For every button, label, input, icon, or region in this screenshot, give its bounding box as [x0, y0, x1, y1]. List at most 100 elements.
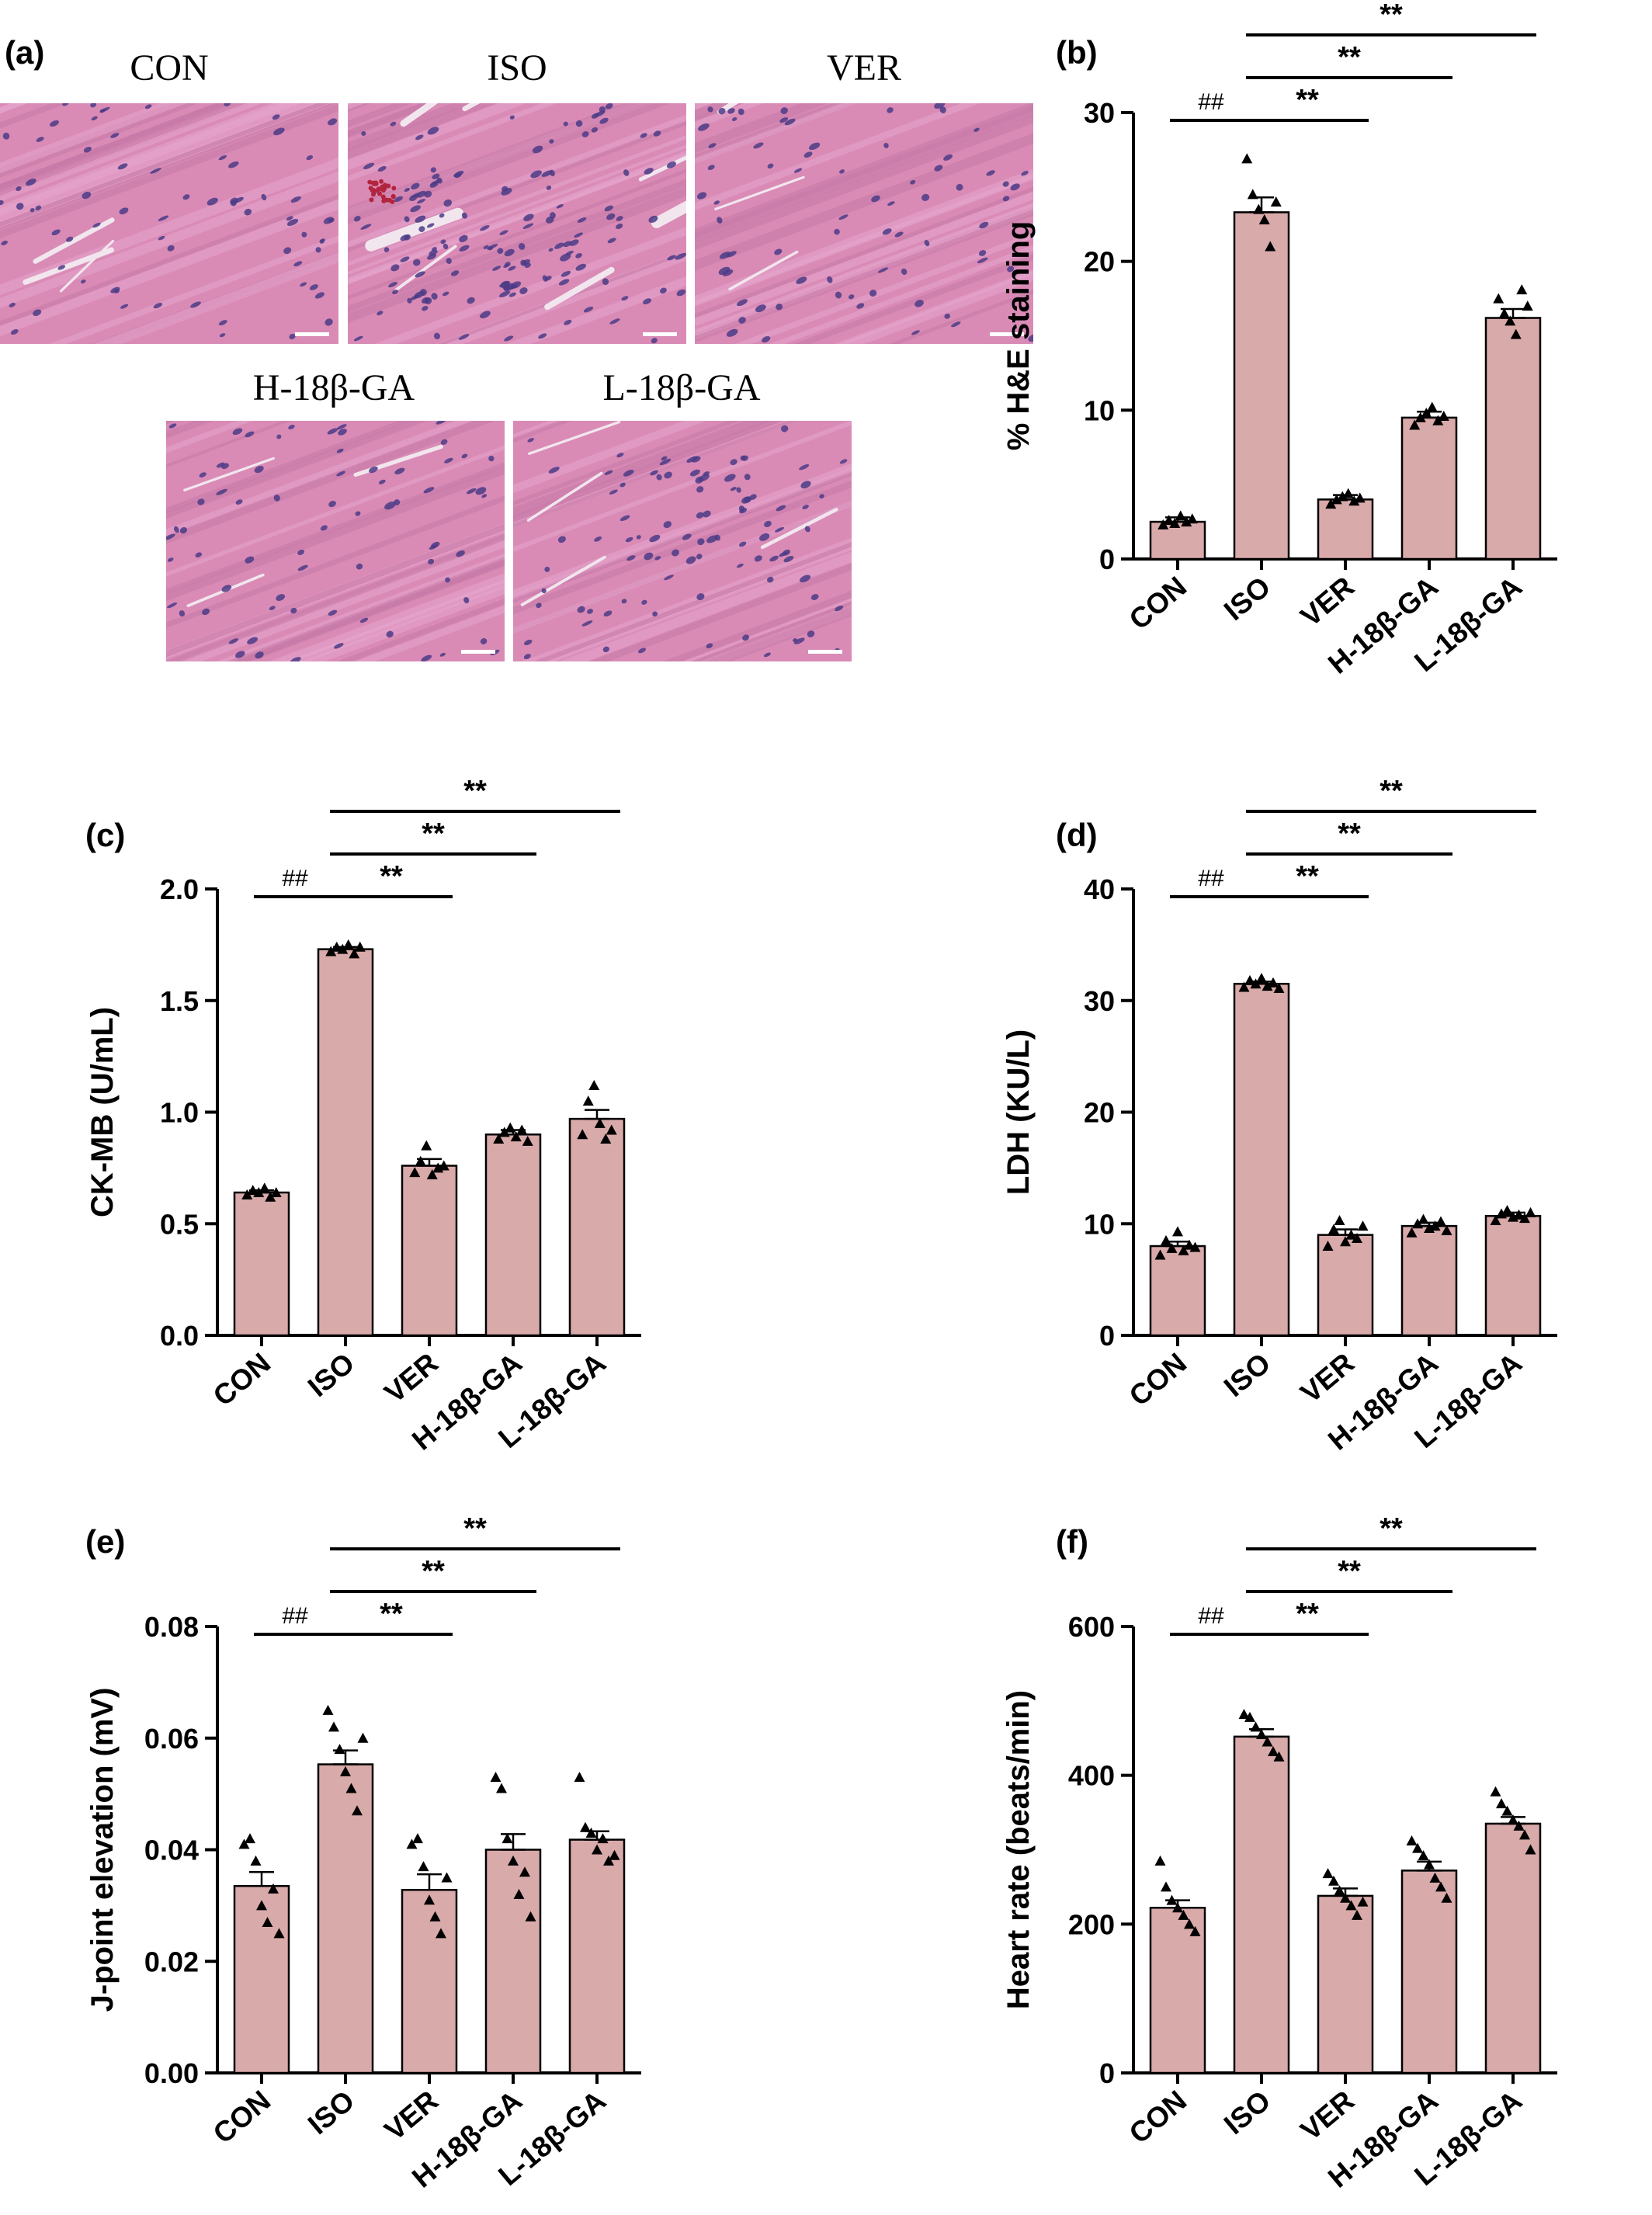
data-point	[1262, 981, 1273, 991]
cell-nucleus	[781, 425, 789, 432]
y-tick-label: 20	[1084, 246, 1115, 278]
cell-nucleus	[411, 182, 420, 190]
x-tick-label: ISO	[1218, 571, 1276, 627]
cell-nucleus	[784, 118, 796, 126]
data-point	[1268, 977, 1279, 988]
cell-nucleus	[206, 197, 218, 206]
cell-nucleus	[454, 172, 462, 179]
cell-nucleus	[328, 118, 338, 126]
muscle-fibre	[513, 421, 572, 443]
cell-nucleus	[911, 330, 920, 335]
cell-nucleus	[563, 241, 572, 248]
scale-bar	[461, 650, 495, 654]
cell-nucleus	[644, 168, 654, 175]
cell-nucleus	[575, 252, 582, 259]
data-point	[1354, 492, 1366, 503]
cell-nucleus	[273, 495, 280, 502]
muscle-fibre	[695, 103, 857, 165]
cell-nucleus	[738, 317, 746, 324]
muscle-fibre	[513, 421, 706, 494]
muscle-fibre	[226, 557, 505, 661]
cell-nucleus	[0, 200, 4, 206]
data-point	[1186, 513, 1198, 524]
cell-nucleus	[651, 338, 658, 344]
cell-nucleus	[659, 459, 672, 466]
micrograph-con	[0, 103, 338, 344]
y-tick-label: 10	[1084, 1208, 1115, 1240]
cell-nucleus	[944, 313, 950, 319]
cell-nucleus	[475, 487, 487, 495]
muscle-fibre	[695, 202, 1033, 337]
cell-nucleus	[195, 552, 203, 558]
significance-marker: **	[1380, 0, 1403, 31]
cell-nucleus	[741, 455, 748, 461]
bar-VER	[1317, 498, 1374, 561]
data-point	[597, 1833, 609, 1844]
cell-nucleus	[272, 114, 280, 120]
muscle-fibre	[695, 103, 828, 154]
data-point	[1516, 284, 1528, 295]
cell-nucleus	[731, 116, 738, 122]
significance-marker: **	[380, 860, 403, 893]
data-point	[337, 943, 349, 954]
cell-nucleus	[16, 186, 22, 192]
data-point	[412, 1833, 423, 1844]
cell-nucleus	[599, 106, 606, 113]
data-point	[1441, 1892, 1452, 1903]
data-point	[1181, 516, 1192, 527]
cell-nucleus	[793, 168, 803, 173]
cell-nucleus	[766, 576, 774, 583]
cell-nucleus	[730, 487, 737, 491]
data-point	[1414, 411, 1426, 422]
red-blood-cell	[368, 186, 373, 191]
cell-nucleus	[640, 133, 647, 138]
bar-H-18β-GA	[1400, 416, 1458, 561]
x-tick-label: CON	[207, 2085, 276, 2150]
cell-nucleus	[607, 238, 616, 244]
muscle-fibre	[0, 103, 28, 114]
cell-nucleus	[914, 300, 924, 307]
cell-nucleus	[871, 195, 880, 203]
cell-nucleus	[819, 494, 824, 499]
muscle-fibre	[166, 421, 292, 468]
cell-nucleus	[62, 103, 69, 106]
data-point	[1525, 1206, 1536, 1217]
cell-nucleus	[427, 253, 437, 260]
micrograph-l18	[513, 421, 852, 661]
cell-nucleus	[623, 469, 634, 477]
cell-nucleus	[602, 646, 609, 653]
cell-nucleus	[418, 226, 425, 232]
cell-nucleus	[498, 290, 511, 298]
cell-nucleus	[35, 205, 42, 210]
tissue-cleft	[33, 217, 115, 264]
x-tick-label: VER	[1295, 571, 1361, 633]
cell-nucleus	[386, 630, 394, 638]
muscle-fibre	[336, 598, 505, 661]
cell-nucleus	[120, 304, 129, 309]
cell-nucleus	[583, 306, 594, 313]
cell-nucleus	[625, 536, 633, 543]
data-point	[1247, 189, 1258, 200]
data-point	[1337, 491, 1348, 502]
cell-nucleus	[502, 186, 508, 192]
data-point	[415, 1155, 426, 1166]
cell-nucleus	[749, 494, 757, 500]
y-tick-label: 0.00	[144, 2057, 199, 2089]
cell-nucleus	[30, 207, 35, 213]
cell-nucleus	[1021, 171, 1029, 176]
red-blood-cell	[390, 194, 396, 200]
data-point	[424, 1894, 435, 1905]
cell-nucleus	[654, 556, 661, 561]
data-point	[1418, 1213, 1429, 1224]
data-point	[354, 941, 366, 952]
cell-nucleus	[309, 284, 318, 290]
cell-nucleus	[887, 107, 894, 113]
cell-nucleus	[803, 151, 813, 158]
cell-nucleus	[523, 639, 533, 646]
significance-marker: **	[1380, 1512, 1403, 1545]
muscle-fibre	[49, 235, 338, 344]
cell-nucleus	[442, 291, 449, 297]
micrograph-h18	[166, 421, 505, 661]
significance-marker: **	[1296, 84, 1319, 116]
